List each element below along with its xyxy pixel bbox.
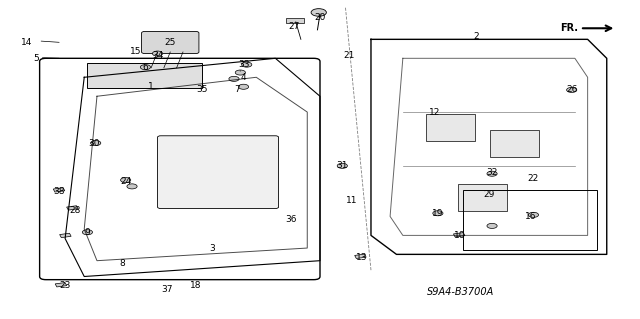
Text: 23: 23: [60, 281, 71, 291]
Text: 1: 1: [148, 82, 154, 91]
Circle shape: [229, 76, 239, 81]
Text: 35: 35: [196, 85, 208, 94]
Text: 3: 3: [209, 243, 214, 253]
FancyBboxPatch shape: [285, 18, 304, 23]
Text: 11: 11: [346, 196, 358, 205]
Text: 21: 21: [343, 51, 355, 60]
Circle shape: [566, 87, 577, 93]
Text: 33: 33: [238, 60, 250, 69]
Bar: [355, 254, 366, 258]
Circle shape: [120, 178, 131, 182]
Circle shape: [311, 9, 326, 16]
Text: 24: 24: [120, 177, 131, 186]
FancyBboxPatch shape: [141, 32, 199, 54]
Circle shape: [127, 184, 137, 189]
Text: 27: 27: [289, 22, 300, 31]
Text: 22: 22: [528, 174, 539, 183]
Text: 8: 8: [120, 259, 125, 268]
Text: 6: 6: [142, 63, 148, 72]
Text: 13: 13: [356, 253, 367, 262]
FancyBboxPatch shape: [426, 114, 475, 141]
Circle shape: [83, 230, 93, 235]
Text: 9: 9: [84, 228, 90, 237]
Text: 31: 31: [337, 161, 348, 170]
Text: 12: 12: [429, 108, 440, 116]
Ellipse shape: [173, 171, 225, 186]
Text: 16: 16: [525, 212, 536, 221]
Text: 14: 14: [21, 38, 33, 47]
Text: 26: 26: [566, 85, 577, 94]
Text: 34: 34: [152, 51, 163, 60]
Circle shape: [487, 223, 497, 228]
Text: FR.: FR.: [560, 23, 578, 33]
Bar: [53, 188, 65, 192]
Circle shape: [529, 212, 539, 217]
Text: 32: 32: [486, 168, 498, 177]
Text: 10: 10: [454, 231, 466, 240]
Circle shape: [487, 171, 497, 176]
Text: 7: 7: [234, 85, 240, 94]
Circle shape: [91, 141, 100, 145]
Text: 15: 15: [129, 48, 141, 56]
Bar: [454, 233, 465, 237]
Text: 38: 38: [53, 187, 65, 196]
Bar: [67, 206, 78, 210]
Text: 37: 37: [161, 285, 173, 294]
Bar: [55, 283, 67, 287]
Ellipse shape: [173, 145, 225, 161]
FancyBboxPatch shape: [490, 130, 539, 157]
Circle shape: [152, 51, 163, 56]
Text: 18: 18: [190, 281, 202, 291]
Circle shape: [433, 211, 443, 216]
Circle shape: [337, 163, 348, 168]
Circle shape: [140, 65, 150, 70]
Text: S9A4-B3700A: S9A4-B3700A: [427, 287, 494, 297]
Text: 2: 2: [474, 32, 479, 41]
FancyBboxPatch shape: [157, 136, 278, 209]
Text: 5: 5: [33, 54, 39, 63]
Text: 4: 4: [241, 73, 246, 82]
Text: 20: 20: [314, 13, 326, 22]
Circle shape: [239, 84, 248, 89]
Circle shape: [242, 62, 252, 67]
Text: 19: 19: [432, 209, 444, 218]
Text: 29: 29: [483, 190, 495, 199]
Text: 25: 25: [164, 38, 176, 47]
Text: 36: 36: [285, 215, 297, 224]
FancyBboxPatch shape: [458, 184, 507, 211]
Bar: [60, 233, 71, 238]
Text: 28: 28: [69, 206, 81, 215]
Text: 30: 30: [88, 139, 100, 148]
Circle shape: [236, 70, 246, 75]
FancyBboxPatch shape: [88, 63, 202, 88]
